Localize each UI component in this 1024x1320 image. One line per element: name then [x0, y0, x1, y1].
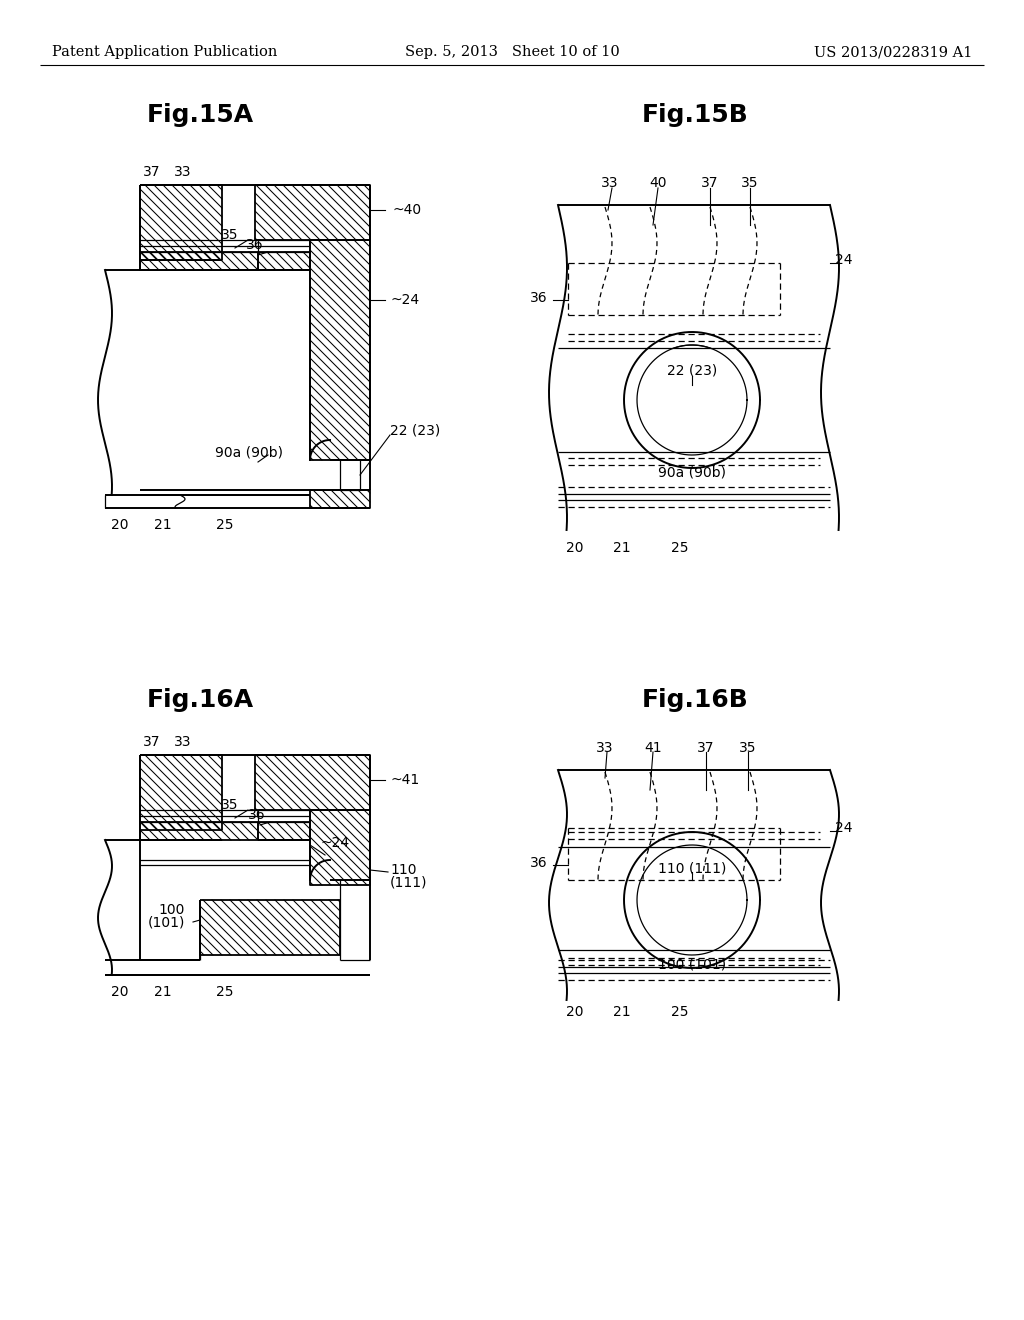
- Text: (101): (101): [147, 916, 185, 931]
- Text: 20: 20: [112, 985, 129, 999]
- Text: 100: 100: [159, 903, 185, 917]
- Text: 24: 24: [835, 253, 853, 267]
- Text: 110: 110: [390, 863, 417, 876]
- Text: 36: 36: [530, 290, 548, 305]
- Text: 25: 25: [216, 985, 233, 999]
- Text: 37: 37: [143, 165, 161, 180]
- Text: Fig.16B: Fig.16B: [642, 688, 749, 711]
- Text: 21: 21: [613, 541, 631, 554]
- Text: 37: 37: [701, 176, 719, 190]
- Text: 36: 36: [530, 855, 548, 870]
- Text: 35: 35: [739, 741, 757, 755]
- Text: 25: 25: [672, 541, 689, 554]
- Text: (111): (111): [390, 876, 427, 890]
- Text: 20: 20: [566, 541, 584, 554]
- Text: 90a (90b): 90a (90b): [658, 465, 726, 479]
- Text: 33: 33: [601, 176, 618, 190]
- Text: 35: 35: [741, 176, 759, 190]
- Text: 37: 37: [143, 735, 161, 748]
- Text: 100 (101): 100 (101): [658, 958, 726, 972]
- Text: 110 (111): 110 (111): [657, 861, 726, 875]
- Text: ~41: ~41: [390, 774, 419, 787]
- Text: 36: 36: [246, 238, 264, 252]
- Text: ~24: ~24: [390, 293, 419, 308]
- Text: ~24: ~24: [319, 836, 349, 850]
- Text: 22 (23): 22 (23): [390, 422, 440, 437]
- Text: Fig.15B: Fig.15B: [642, 103, 749, 127]
- Text: 35: 35: [221, 228, 239, 242]
- Text: 21: 21: [155, 985, 172, 999]
- Text: 25: 25: [216, 517, 233, 532]
- Text: 35: 35: [221, 799, 239, 812]
- Text: 25: 25: [672, 1005, 689, 1019]
- Text: 36: 36: [248, 808, 266, 822]
- Text: 21: 21: [613, 1005, 631, 1019]
- Text: 33: 33: [174, 165, 191, 180]
- Text: Fig.15A: Fig.15A: [146, 103, 254, 127]
- Text: Patent Application Publication: Patent Application Publication: [52, 45, 278, 59]
- Text: 37: 37: [697, 741, 715, 755]
- Text: 20: 20: [112, 517, 129, 532]
- Text: 22 (23): 22 (23): [667, 363, 717, 378]
- Text: 41: 41: [644, 741, 662, 755]
- Text: Sep. 5, 2013   Sheet 10 of 10: Sep. 5, 2013 Sheet 10 of 10: [404, 45, 620, 59]
- Text: 33: 33: [174, 735, 191, 748]
- Text: US 2013/0228319 A1: US 2013/0228319 A1: [814, 45, 972, 59]
- Text: 40: 40: [649, 176, 667, 190]
- Text: 21: 21: [155, 517, 172, 532]
- Text: 20: 20: [566, 1005, 584, 1019]
- Text: 24: 24: [835, 821, 853, 836]
- Text: 33: 33: [596, 741, 613, 755]
- Text: ~40: ~40: [392, 203, 421, 216]
- Text: Fig.16A: Fig.16A: [146, 688, 254, 711]
- Text: 90a (90b): 90a (90b): [215, 445, 283, 459]
